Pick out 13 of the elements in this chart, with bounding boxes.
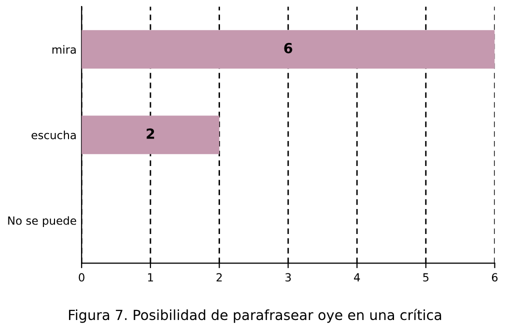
x-tick-label: 6: [492, 273, 498, 282]
x-tick-label: 4: [354, 273, 360, 282]
x-tick-label: 3: [285, 273, 291, 282]
y-tick-label: escucha: [32, 130, 76, 140]
y-tick-label: mira: [52, 45, 76, 54]
y-tick-label: No se puede: [8, 216, 76, 227]
x-tick-label: 0: [78, 273, 84, 282]
data-label: 6: [284, 42, 292, 54]
x-tick-label: 1: [148, 273, 153, 282]
data-label: 2: [146, 128, 154, 139]
x-tick-label: 2: [216, 273, 222, 282]
text: Figura 7. Posibilidad de parafrasear oye en una crítica: [69, 308, 442, 323]
x-tick-label: 5: [423, 273, 428, 282]
